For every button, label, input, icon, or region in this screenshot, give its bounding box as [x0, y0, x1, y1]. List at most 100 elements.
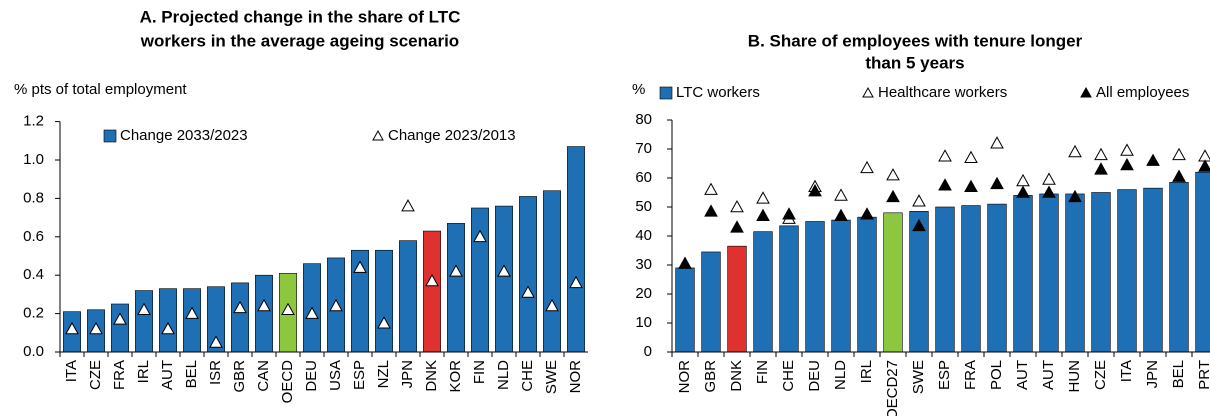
- marker: [1094, 147, 1108, 161]
- y-tick-label: 80: [635, 111, 652, 128]
- bar: [399, 240, 417, 353]
- bar: [1013, 195, 1033, 353]
- bar: [883, 212, 903, 353]
- legend-label: All employees: [1096, 84, 1189, 101]
- legend-swatch: [659, 86, 673, 100]
- x-tick-label: IRL: [858, 360, 875, 383]
- x-tick-label: NOR: [676, 360, 693, 394]
- marker: [938, 178, 952, 191]
- marker: [964, 179, 978, 192]
- y-tick-label: 0.4: [23, 266, 44, 283]
- marker: [281, 302, 295, 316]
- marker: [704, 204, 718, 217]
- x-tick-label: OECD27: [884, 360, 901, 416]
- marker: [782, 207, 796, 220]
- y-axis-label: % pts of total employment: [14, 81, 187, 98]
- bar: [183, 288, 201, 353]
- chart-title: B. Share of employees with tenure longer: [748, 31, 1083, 50]
- y-tick-label: 0.8: [23, 189, 44, 206]
- bar: [471, 207, 489, 353]
- marker: [1094, 162, 1108, 175]
- marker: [257, 298, 271, 312]
- x-tick-label: CZE: [1092, 360, 1109, 390]
- marker: [938, 149, 952, 162]
- legend-swatch: [1080, 86, 1092, 98]
- marker: [473, 229, 487, 243]
- y-axis-label: %: [632, 81, 645, 98]
- legend-swatch: [103, 129, 117, 143]
- x-tick-label: IRL: [135, 360, 152, 383]
- marker: [545, 298, 559, 312]
- marker: [161, 321, 175, 335]
- x-tick-label: DNK: [423, 360, 440, 392]
- x-tick-label: OECD: [279, 360, 296, 404]
- y-tick-label: 10: [635, 314, 652, 331]
- x-tick-label: SWE: [910, 360, 927, 394]
- x-tick-label: FIN: [754, 360, 771, 384]
- y-tick-label: 0.2: [23, 305, 44, 322]
- marker: [990, 176, 1004, 190]
- marker: [886, 168, 900, 181]
- marker: [425, 273, 439, 287]
- bar: [1169, 182, 1189, 353]
- x-tick-label: AUT: [1040, 360, 1057, 390]
- x-tick-label: KOR: [447, 360, 464, 393]
- bar: [1195, 171, 1210, 353]
- bar: [831, 219, 851, 353]
- marker: [185, 306, 199, 319]
- marker: [329, 298, 343, 312]
- marker: [756, 191, 770, 204]
- bar: [255, 274, 273, 353]
- y-tick-label: 50: [635, 198, 652, 215]
- x-tick-label: JPN: [399, 360, 416, 388]
- bar: [961, 205, 981, 353]
- y-tick-label: 60: [635, 169, 652, 186]
- marker: [1146, 153, 1160, 166]
- marker: [65, 321, 79, 335]
- bar: [135, 290, 153, 353]
- x-tick-label: BEL: [183, 360, 200, 388]
- x-tick-label: DEU: [806, 360, 823, 392]
- marker: [964, 150, 978, 163]
- marker: [834, 188, 848, 201]
- bar: [159, 288, 177, 353]
- x-tick-label: AUT: [159, 360, 176, 390]
- legend-swatch: [372, 129, 384, 141]
- bar: [1065, 193, 1085, 353]
- x-tick-label: CHE: [780, 360, 797, 392]
- marker: [353, 260, 367, 273]
- x-tick-label: USA: [327, 360, 344, 391]
- marker: [1042, 185, 1056, 198]
- bar: [675, 267, 695, 353]
- y-tick-label: 0.0: [23, 343, 44, 360]
- legend-label: LTC workers: [676, 84, 760, 101]
- x-tick-label: ISR: [207, 360, 224, 385]
- x-tick-label: NZL: [375, 360, 392, 388]
- marker: [1198, 159, 1210, 172]
- bar: [935, 206, 955, 353]
- marker: [137, 302, 151, 316]
- marker: [305, 306, 319, 319]
- bar: [1143, 187, 1163, 353]
- y-tick-label: 0: [644, 343, 652, 360]
- marker: [89, 321, 103, 335]
- marker: [497, 264, 511, 277]
- marker: [730, 199, 744, 213]
- marker: [569, 275, 583, 289]
- bar: [231, 282, 249, 353]
- x-tick-label: BEL: [1170, 360, 1187, 388]
- x-tick-label: SWE: [543, 360, 560, 394]
- bar: [987, 203, 1007, 353]
- marker: [756, 208, 770, 221]
- bar: [727, 245, 747, 353]
- legend-label: Healthcare workers: [878, 84, 1007, 101]
- marker: [730, 220, 744, 233]
- y-tick-label: 1.2: [23, 113, 44, 130]
- y-tick-label: 40: [635, 227, 652, 244]
- marker: [860, 160, 874, 174]
- x-tick-label: CAN: [255, 360, 272, 392]
- x-tick-label: NOR: [567, 360, 584, 394]
- x-tick-label: FRA: [111, 360, 128, 390]
- marker: [886, 189, 900, 203]
